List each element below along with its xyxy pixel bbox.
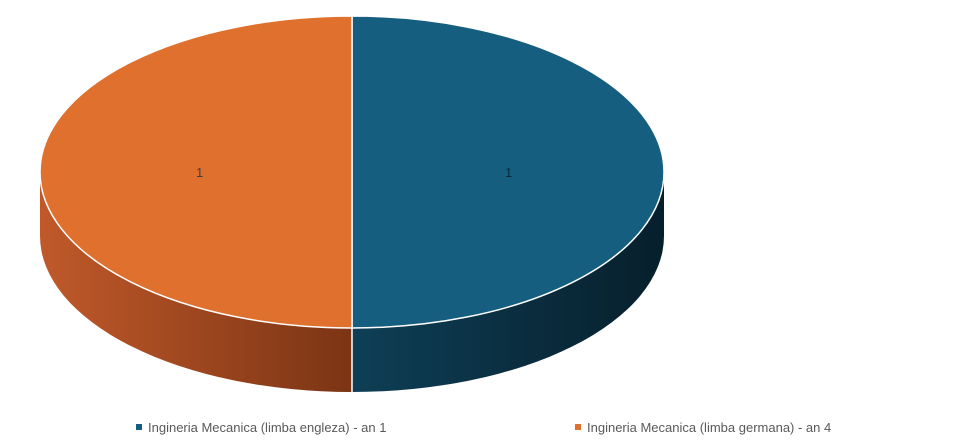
pie-side-0 [352,172,664,392]
pie-slice-0 [351,15,665,329]
legend-item-engleza: Ingineria Mecanica (limba engleza) - an … [136,420,386,435]
pie-sides [40,172,664,392]
legend-label-germana: Ingineria Mecanica (limba germana) - an … [587,420,832,435]
pie-side-1 [40,172,352,392]
data-label-0: 1 [196,165,203,180]
pie-tops [39,15,665,329]
legend: Ingineria Mecanica (limba engleza) - an … [0,420,965,440]
legend-item-germana: Ingineria Mecanica (limba germana) - an … [575,420,831,435]
pie-slice-1 [39,15,353,329]
legend-label-engleza: Ingineria Mecanica (limba engleza) - an … [148,420,387,435]
legend-swatch-germana [575,424,581,430]
legend-swatch-engleza [136,424,142,430]
pie-data-labels: 1 1 [196,165,512,180]
data-label-1: 1 [505,165,512,180]
